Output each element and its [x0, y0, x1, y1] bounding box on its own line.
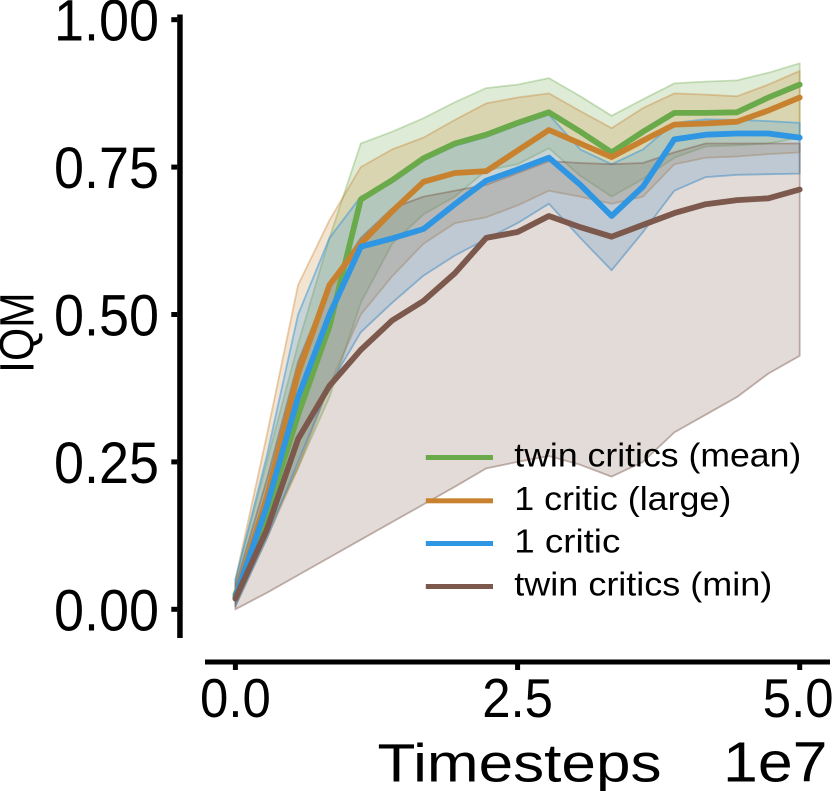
svg-text:0.75: 0.75: [54, 136, 159, 201]
svg-text:5.0: 5.0: [763, 667, 834, 729]
svg-text:0.25: 0.25: [54, 431, 159, 496]
svg-text:0.0: 0.0: [200, 667, 271, 729]
svg-text:twin critics (mean): twin critics (mean): [514, 438, 801, 475]
svg-text:1 critic: 1 critic: [514, 524, 620, 561]
svg-text:1e7: 1e7: [723, 731, 828, 791]
svg-text:IQM: IQM: [0, 292, 45, 373]
svg-text:0.00: 0.00: [54, 578, 159, 643]
svg-text:twin critics (min): twin critics (min): [514, 567, 772, 604]
svg-text:Timesteps: Timesteps: [378, 734, 662, 791]
svg-text:1 critic (large): 1 critic (large): [514, 481, 731, 518]
svg-text:0.50: 0.50: [54, 284, 159, 349]
svg-text:2.5: 2.5: [482, 667, 553, 729]
svg-text:1.00: 1.00: [54, 0, 159, 54]
